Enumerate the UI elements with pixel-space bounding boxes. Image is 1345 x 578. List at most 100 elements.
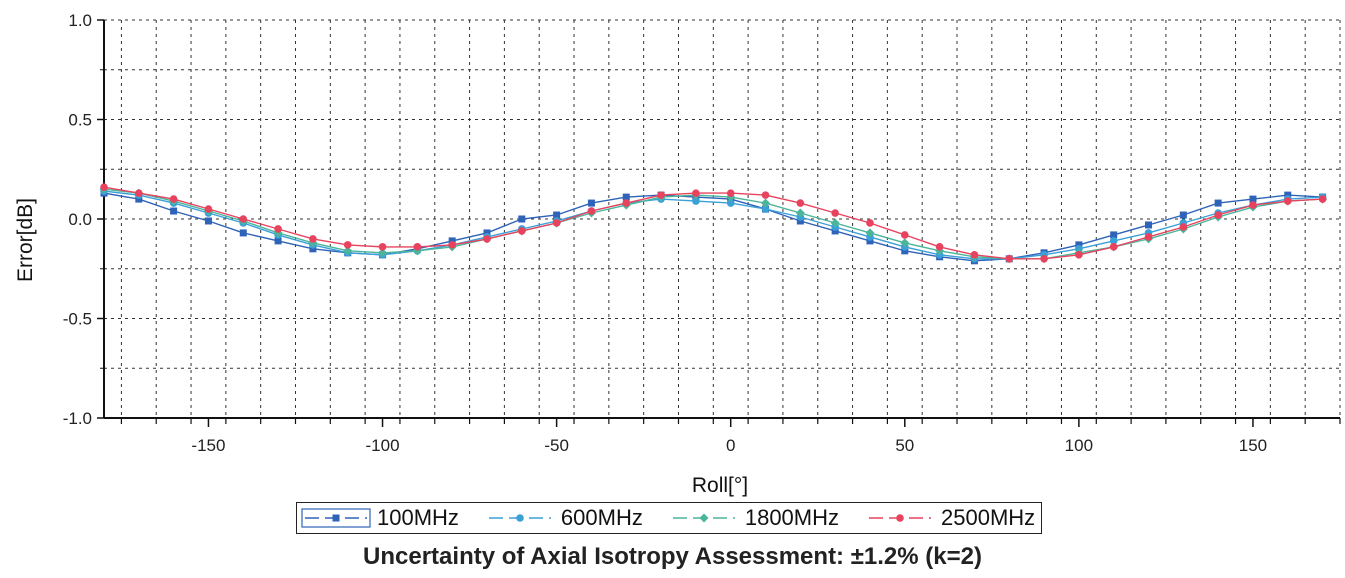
data-point <box>343 246 353 256</box>
legend-swatch-marker <box>516 514 524 522</box>
data-point <box>1249 195 1257 203</box>
legend-swatch <box>672 513 735 523</box>
x-tick-label: 0 <box>726 436 735 455</box>
x-tick-label: 150 <box>1239 436 1267 455</box>
data-point <box>587 199 595 207</box>
legend-swatch-marker <box>332 514 340 522</box>
legend-label: 100MHz <box>377 505 459 530</box>
x-tick-label: -150 <box>191 436 225 455</box>
data-point <box>865 228 875 238</box>
series-line <box>103 190 1323 260</box>
data-point <box>1005 254 1014 263</box>
y-tick-label: 1.0 <box>68 11 92 30</box>
data-point <box>726 199 735 207</box>
y-tick-label: -1.0 <box>63 409 92 428</box>
data-point <box>1179 211 1187 219</box>
data-point <box>274 237 282 245</box>
legend-item: 100MHz <box>301 505 459 531</box>
data-point <box>796 199 805 207</box>
data-point <box>239 215 248 223</box>
data-point <box>866 219 874 227</box>
x-axis-label: Roll[°] <box>692 474 748 497</box>
data-point <box>795 208 805 218</box>
series-line <box>103 192 1323 262</box>
legend-item: 1800MHz <box>669 505 839 531</box>
data-point <box>1109 237 1118 245</box>
data-point <box>622 199 631 207</box>
legend-item: 600MHz <box>485 505 643 531</box>
data-point <box>761 205 770 213</box>
legend-swatch <box>869 514 931 522</box>
y-tick-label: -0.5 <box>63 310 92 329</box>
data-point <box>622 193 630 201</box>
data-point <box>343 241 352 249</box>
data-point <box>1179 223 1188 231</box>
data-point <box>1110 231 1118 239</box>
data-point <box>1283 197 1292 205</box>
data-point <box>169 195 178 203</box>
data-point <box>483 235 491 243</box>
data-point <box>726 189 735 197</box>
data-point <box>830 218 840 228</box>
legend: 100MHz 600MHz 1800MHz 2500MHz <box>296 502 1043 534</box>
data-point <box>274 225 282 233</box>
data-point <box>204 205 213 213</box>
data-point <box>1040 254 1048 263</box>
data-point <box>657 191 665 199</box>
data-point <box>1144 233 1153 241</box>
data-point <box>900 238 910 248</box>
data-point <box>552 219 561 227</box>
legend-label: 600MHz <box>560 505 643 530</box>
data-point <box>553 211 561 219</box>
y-tick-label: 0.5 <box>68 111 92 130</box>
data-point <box>135 189 143 197</box>
data-point <box>831 209 839 217</box>
data-point <box>1318 195 1327 203</box>
caption: Uncertainty of Axial Isotropy Assessment… <box>363 543 982 570</box>
data-point <box>692 189 700 197</box>
legend-swatch <box>301 508 371 528</box>
data-point <box>831 227 839 235</box>
legend-label: 1800MHz <box>744 505 839 530</box>
tick-labels: -1.0 -0.5 0.0 0.5 1.0 -150 -100 -50 0 50 100 150 <box>63 11 1267 455</box>
data-point <box>483 229 491 237</box>
x-tick-label: 50 <box>895 436 914 455</box>
data-point <box>1075 251 1083 259</box>
series-layer <box>99 183 1328 265</box>
series-line <box>103 186 1323 260</box>
legend-label: 2500MHz <box>941 505 1036 530</box>
data-point <box>1249 201 1257 209</box>
series-2500MHz <box>100 183 1327 263</box>
data-point <box>935 243 944 251</box>
data-point <box>1145 221 1153 229</box>
data-point <box>448 241 456 249</box>
y-axis-label: Error[dB] <box>14 198 37 282</box>
data-point <box>448 237 456 245</box>
x-tick-label: -100 <box>366 436 400 455</box>
legend-swatch-marker <box>896 514 904 522</box>
y-tick-label: 0.0 <box>68 210 92 229</box>
axes <box>97 19 1341 427</box>
data-point <box>900 231 909 239</box>
legend-item: 2500MHz <box>865 505 1035 531</box>
x-tick-label: 100 <box>1065 436 1093 455</box>
data-point <box>309 245 317 253</box>
data-point <box>413 243 422 251</box>
data-point <box>761 191 770 199</box>
data-point <box>587 207 596 215</box>
data-point <box>309 235 317 243</box>
data-point <box>1284 191 1292 199</box>
data-point <box>378 243 387 251</box>
data-point <box>970 251 979 259</box>
data-point <box>761 198 771 208</box>
data-point <box>901 247 909 255</box>
data-point <box>1214 199 1222 207</box>
legend-swatch-marker <box>699 513 709 523</box>
data-point <box>1109 243 1118 251</box>
data-point <box>204 217 212 225</box>
data-point <box>135 195 143 203</box>
data-point <box>170 207 178 215</box>
x-tick-label: -50 <box>544 436 569 455</box>
data-point <box>692 197 700 205</box>
chart: -1.0 -0.5 0.0 0.5 1.0 -150 -100 -50 0 50 100 150 Ro… <box>14 11 1341 497</box>
